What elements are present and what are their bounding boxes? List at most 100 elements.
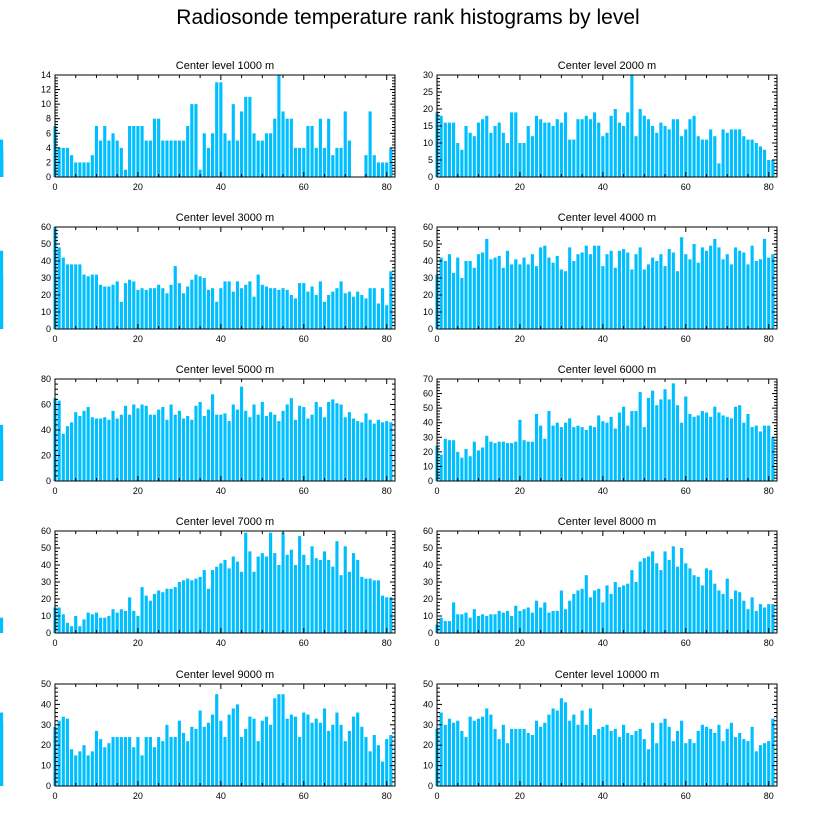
histogram-bar — [605, 422, 609, 481]
histogram-bar — [335, 147, 339, 177]
histogram-bar — [659, 570, 663, 633]
histogram-bar — [306, 126, 310, 177]
y-tick-label: 30 — [41, 720, 51, 730]
histogram-bar — [630, 75, 634, 177]
histogram-bar — [447, 122, 452, 177]
histogram-bar — [489, 614, 493, 633]
histogram-bar — [638, 728, 642, 786]
x-tick-label: 0 — [434, 638, 439, 648]
histogram-bar — [675, 730, 680, 786]
histogram-bar — [298, 737, 302, 786]
histogram-bar — [90, 614, 94, 633]
histogram-bar — [746, 413, 750, 481]
histogram-bar — [642, 427, 646, 481]
histogram-bar — [597, 415, 601, 481]
histogram-bar — [675, 119, 680, 177]
y-tick-label: 50 — [41, 239, 51, 249]
histogram-bar — [671, 383, 675, 481]
histogram-bar — [505, 743, 510, 786]
y-tick-label: 14 — [41, 70, 51, 80]
histogram-bar — [659, 399, 663, 481]
histogram-bar — [277, 421, 281, 481]
histogram-bar — [123, 610, 128, 633]
histogram-bar — [306, 291, 310, 329]
histogram-bar — [742, 136, 746, 177]
histogram-bar — [692, 244, 696, 329]
histogram-bar — [534, 115, 539, 177]
histogram-bar — [588, 254, 592, 329]
x-tick-label: 60 — [681, 182, 691, 192]
histogram-bar — [227, 140, 231, 177]
plot-frame — [54, 683, 396, 787]
histogram-bar — [194, 728, 198, 786]
histogram-bar — [144, 737, 148, 786]
x-tick-label: 20 — [133, 486, 143, 496]
y-tick-label: 20 — [41, 290, 51, 300]
histogram-bar — [501, 724, 505, 786]
histogram-bar — [543, 245, 547, 329]
histogram-bar — [746, 741, 750, 786]
histogram-bar — [78, 626, 82, 633]
histogram-bar — [148, 414, 152, 481]
histogram-bar — [485, 238, 489, 329]
histogram-bar — [501, 441, 505, 481]
y-tick-label: 50 — [41, 679, 51, 689]
histogram-bar — [169, 284, 173, 329]
histogram-bar — [762, 149, 767, 177]
histogram-bar — [613, 428, 617, 481]
histogram-bar — [111, 737, 115, 786]
panel-title: Center level 6000 m — [558, 364, 656, 376]
histogram-bar — [260, 720, 264, 786]
x-tick-label: 0 — [434, 791, 439, 801]
y-tick-label: 0 — [46, 324, 51, 334]
histogram-bar — [651, 551, 655, 633]
chart-panel-3: Center level 3000 m 0 20 40 60 80 0 10 20 30 40 50 6… — [0, 212, 396, 344]
histogram-bar — [443, 724, 447, 786]
histogram-bar — [327, 559, 331, 633]
histogram-bar — [758, 431, 762, 481]
histogram-bar — [235, 704, 240, 786]
histogram-bar — [65, 264, 70, 329]
histogram-bar — [522, 440, 526, 481]
histogram-bar — [248, 281, 252, 329]
histogram-bar — [626, 583, 630, 633]
y-tick-label: 2 — [46, 157, 51, 167]
histogram-bar — [659, 122, 663, 177]
histogram-bar — [447, 621, 452, 633]
histogram-bar — [99, 617, 103, 633]
histogram-bar — [680, 422, 684, 481]
histogram-bar — [522, 728, 526, 786]
histogram-bar — [713, 136, 717, 177]
histogram-bar — [559, 698, 563, 786]
histogram-bar — [90, 155, 94, 177]
histogram-bar — [497, 739, 501, 786]
histogram-bar — [605, 254, 609, 329]
histogram-bar — [704, 250, 709, 329]
histogram-bar — [169, 737, 173, 786]
histogram-bar — [322, 417, 327, 481]
histogram-bar — [169, 588, 173, 633]
histogram-bar — [733, 247, 738, 329]
histogram-bar — [597, 122, 601, 177]
histogram-bar — [219, 563, 223, 633]
histogram-bar — [634, 582, 638, 633]
histogram-bar — [584, 575, 588, 633]
histogram-bar — [634, 254, 638, 329]
histogram-bar — [82, 162, 86, 177]
histogram-bar — [704, 412, 709, 481]
x-tick-label: 0 — [434, 486, 439, 496]
histogram-bar — [248, 716, 252, 786]
histogram-bar — [322, 551, 327, 633]
histogram-bar — [123, 283, 128, 329]
histogram-bar — [322, 301, 327, 329]
histogram-bar — [551, 126, 555, 177]
histogram-bar — [240, 571, 244, 633]
histogram-bar — [754, 751, 758, 786]
histogram-bar — [534, 720, 539, 786]
histogram-bar — [123, 169, 128, 177]
histogram-bar — [57, 720, 61, 786]
histogram-bar — [667, 559, 671, 633]
histogram-bar — [514, 441, 518, 481]
histogram-bar — [132, 404, 136, 481]
histogram-bar — [443, 261, 447, 329]
